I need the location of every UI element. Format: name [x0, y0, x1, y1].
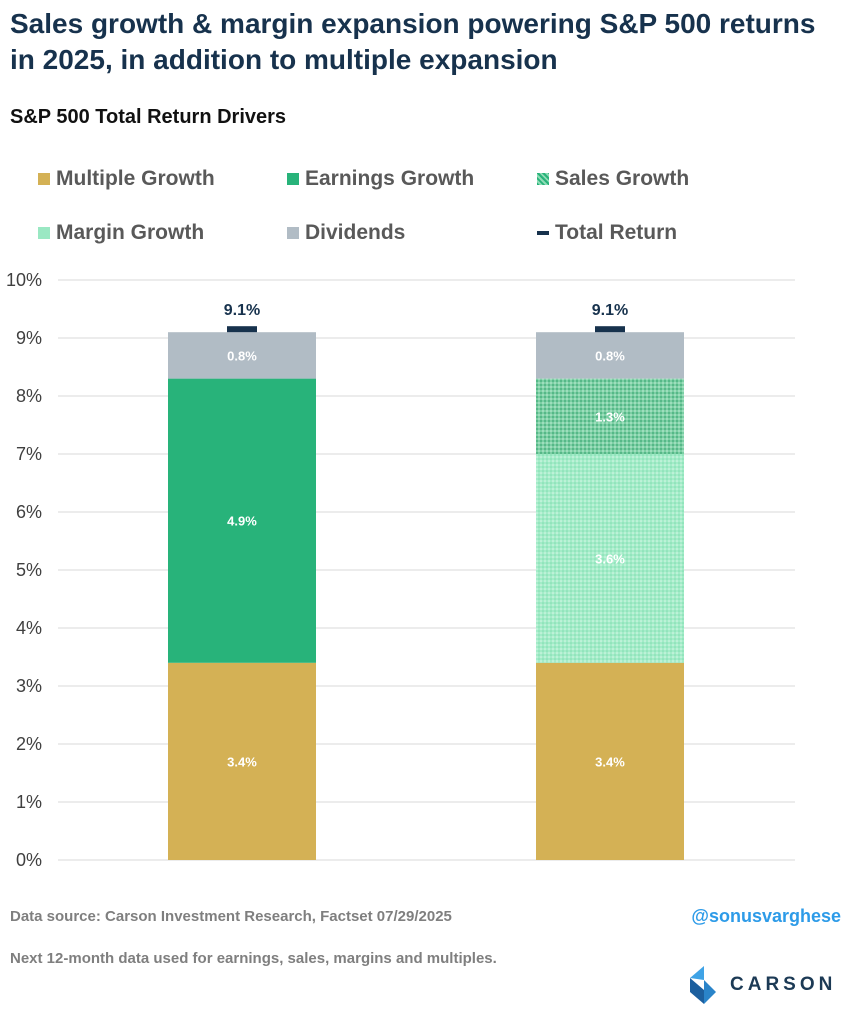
legend-label: Sales Growth — [555, 167, 690, 190]
legend-swatch-total-return — [537, 231, 549, 235]
y-tick-label: 3% — [16, 676, 42, 696]
logo-text: CARSON — [730, 974, 837, 995]
bar-segment-dividends — [168, 332, 316, 379]
bar-segment-dividends — [536, 332, 684, 379]
y-tick-label: 7% — [16, 444, 42, 464]
legend-label: Multiple Growth — [56, 167, 215, 190]
bar-segment-multiple-growth — [168, 662, 316, 860]
legend-item-sales-growth: Sales Growth — [537, 167, 689, 191]
legend-item-earnings-growth: Earnings Growth — [287, 167, 474, 191]
y-tick-label: 2% — [16, 734, 42, 754]
data-source: Data source: Carson Investment Research,… — [10, 908, 452, 925]
total-return-marker — [227, 326, 257, 333]
data-label: 0.8% — [595, 348, 625, 363]
y-tick-label: 8% — [16, 386, 42, 406]
legend-label: Margin Growth — [56, 221, 205, 244]
author-handle[interactable]: @sonusvarghese — [691, 906, 841, 926]
legend-label: Total Return — [555, 221, 678, 244]
bar-segment-sales-growth — [536, 378, 684, 454]
y-tick-label: 9% — [16, 328, 42, 348]
legend-swatch-dividends — [287, 227, 299, 239]
legend-item-multiple-growth: Multiple Growth — [38, 167, 215, 191]
carson-logo-icon — [690, 966, 716, 1004]
page-title: Sales growth & margin expansion powering… — [10, 8, 816, 75]
y-tick-label: 0% — [16, 850, 42, 870]
data-label: 1.3% — [595, 409, 625, 424]
legend-item-dividends: Dividends — [287, 221, 405, 245]
data-label: 0.8% — [227, 348, 257, 363]
y-tick-label: 6% — [16, 502, 42, 522]
total-return-marker — [595, 326, 625, 333]
y-tick-label: 5% — [16, 560, 42, 580]
total-return-label: 9.1% — [224, 302, 260, 319]
legend-item-total-return: Total Return — [537, 221, 677, 245]
data-label: 3.4% — [227, 754, 257, 769]
y-tick-label: 4% — [16, 618, 42, 638]
legend-label: Earnings Growth — [305, 167, 475, 190]
chart-title: S&P 500 Total Return Drivers — [10, 106, 287, 128]
legend-label: Dividends — [305, 221, 406, 244]
legend-swatch-earnings-growth — [287, 173, 299, 185]
y-tick-label: 1% — [16, 792, 42, 812]
carson-logo: CARSON — [690, 966, 836, 1004]
legend-swatch-sales-growth — [537, 173, 549, 185]
total-return-label: 9.1% — [592, 302, 628, 319]
bar-segment-margin-growth — [536, 454, 684, 663]
stacked-bar-chart: 0% 1% 2% 3% 4% 5% 6% 7% 8% 9% 10% 3.4% 4.9% 0.8% 9.1%… — [6, 270, 795, 870]
legend-item-margin-growth: Margin Growth — [38, 221, 204, 245]
data-label: 3.4% — [595, 754, 625, 769]
data-label: 3.6% — [595, 551, 625, 566]
footnote: Next 12-month data used for earnings, sa… — [10, 950, 497, 967]
legend-swatch-margin-growth — [38, 227, 50, 239]
legend-swatch-multiple-growth — [38, 173, 50, 185]
bar-segment-multiple-growth — [536, 662, 684, 860]
data-label: 4.9% — [227, 514, 257, 529]
bar-segment-earnings-growth — [168, 378, 316, 663]
y-tick-label: 10% — [6, 270, 42, 290]
